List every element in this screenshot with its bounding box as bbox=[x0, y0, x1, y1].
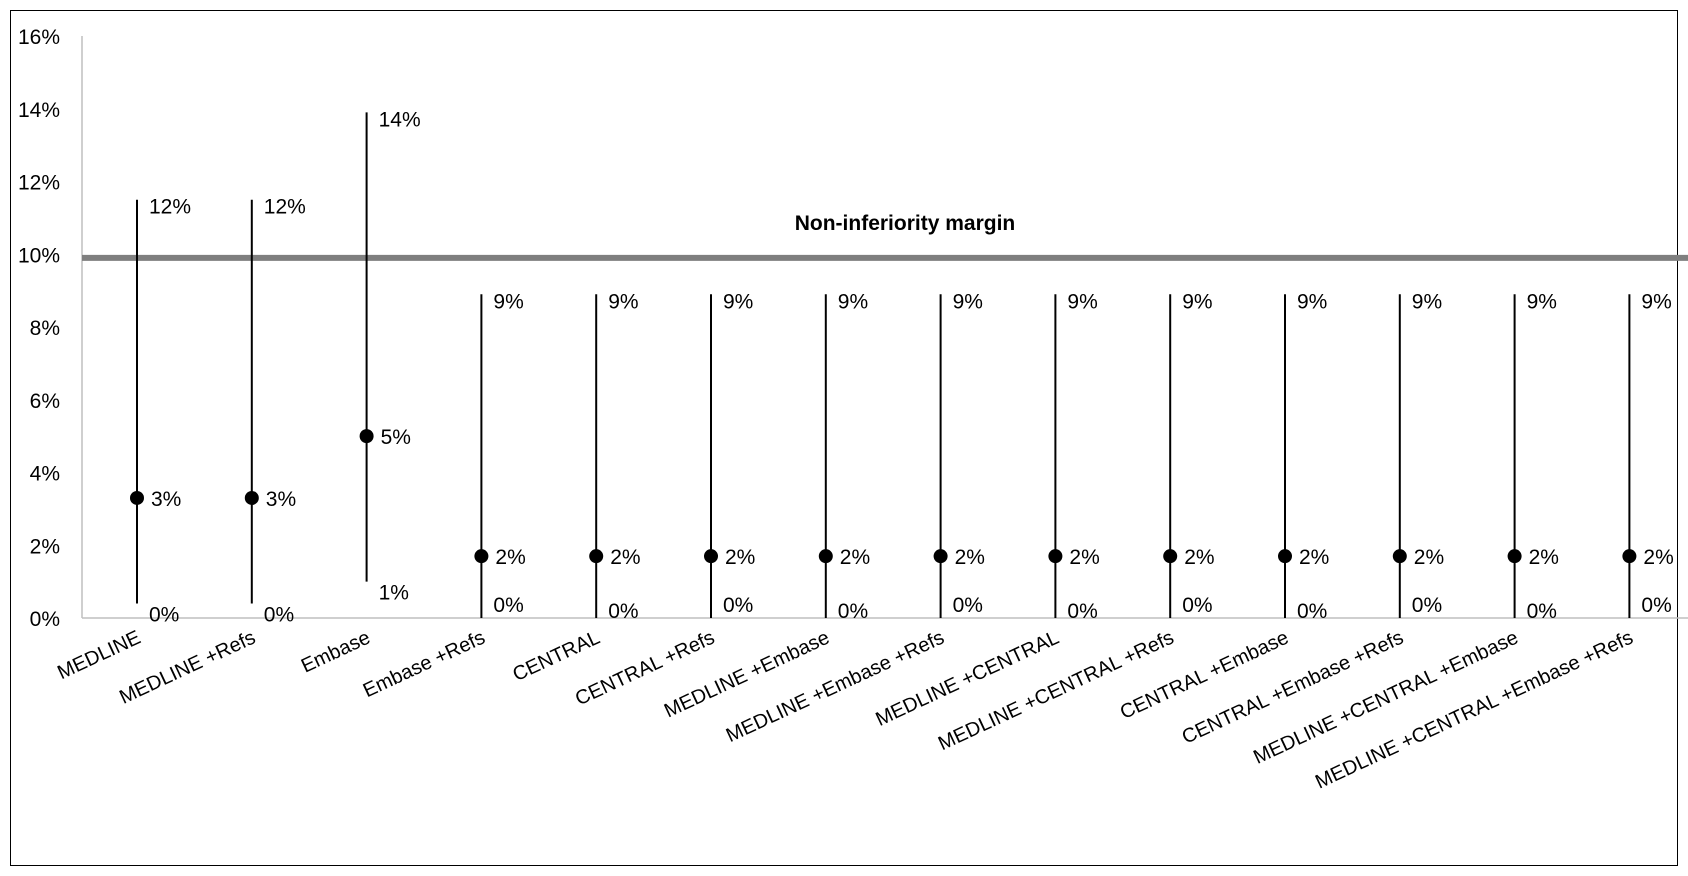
estimate-label: 3% bbox=[151, 488, 181, 511]
lower-label: 0% bbox=[953, 594, 983, 617]
lower-label: 0% bbox=[608, 600, 638, 623]
y-tick-label: 8% bbox=[30, 317, 60, 340]
y-tick-label: 10% bbox=[18, 244, 60, 267]
lower-label: 0% bbox=[1182, 594, 1212, 617]
y-tick-label: 6% bbox=[30, 390, 60, 413]
upper-label: 12% bbox=[149, 196, 191, 219]
estimate-point bbox=[589, 549, 604, 564]
estimate-point bbox=[1163, 549, 1178, 564]
estimate-point bbox=[818, 549, 833, 564]
estimate-label: 2% bbox=[1184, 546, 1214, 569]
upper-label: 9% bbox=[1067, 290, 1097, 313]
category-label: MEDLINE bbox=[54, 627, 144, 685]
upper-label: 9% bbox=[1412, 290, 1442, 313]
estimate-label: 2% bbox=[495, 546, 525, 569]
intervals: 12% 3% 0% 12% 3% 0% 14% 5% 1% 9% 2% 0% 9% 2% 0% 9% 2% 0% 9… bbox=[130, 108, 1674, 626]
lower-label: 0% bbox=[149, 603, 179, 626]
estimate-point bbox=[359, 429, 374, 444]
estimate-label: 3% bbox=[266, 488, 296, 511]
lower-label: 0% bbox=[723, 594, 753, 617]
category-label: MEDLINE +Embase +Refs bbox=[723, 627, 948, 747]
lower-label: 0% bbox=[264, 603, 294, 626]
lower-label: 0% bbox=[493, 594, 523, 617]
estimate-label: 2% bbox=[955, 546, 985, 569]
lower-label: 1% bbox=[379, 582, 409, 605]
reference-line-group: Non-inferiority margin bbox=[82, 212, 1688, 261]
estimate-point bbox=[1622, 549, 1637, 564]
estimate-label: 2% bbox=[1069, 546, 1099, 569]
y-tick-label: 2% bbox=[30, 535, 60, 558]
estimate-label: 5% bbox=[381, 426, 411, 449]
y-tick-label: 0% bbox=[30, 608, 60, 631]
estimate-label: 2% bbox=[610, 546, 640, 569]
estimate-label: 2% bbox=[1643, 546, 1673, 569]
estimate-point bbox=[474, 549, 489, 564]
estimate-point bbox=[130, 490, 144, 505]
category-label: Embase +Refs bbox=[360, 627, 489, 703]
estimate-label: 2% bbox=[725, 546, 755, 569]
upper-label: 9% bbox=[838, 290, 868, 313]
y-axis: 0% 2% 4% 6% 8% 10% 12% 14% 16% bbox=[18, 26, 83, 631]
estimate-point bbox=[1507, 549, 1522, 564]
upper-label: 12% bbox=[264, 196, 306, 219]
estimate-point bbox=[933, 549, 948, 564]
upper-label: 9% bbox=[493, 290, 523, 313]
upper-label: 9% bbox=[1641, 290, 1671, 313]
estimate-label: 2% bbox=[1529, 546, 1559, 569]
lower-label: 0% bbox=[1527, 600, 1557, 623]
estimate-point bbox=[1048, 549, 1063, 564]
category-label: CENTRAL bbox=[509, 627, 603, 686]
estimate-label: 2% bbox=[1414, 546, 1444, 569]
upper-label: 9% bbox=[723, 290, 753, 313]
upper-label: 9% bbox=[1182, 290, 1212, 313]
estimate-point bbox=[704, 549, 718, 564]
estimate-label: 2% bbox=[1299, 546, 1329, 569]
y-tick-label: 4% bbox=[30, 463, 60, 486]
upper-label: 9% bbox=[1527, 290, 1557, 313]
y-tick-label: 16% bbox=[18, 26, 60, 49]
upper-label: 9% bbox=[953, 290, 983, 313]
estimate-point bbox=[244, 490, 259, 505]
lower-label: 0% bbox=[1297, 600, 1327, 623]
estimate-label: 2% bbox=[840, 546, 870, 569]
lower-label: 0% bbox=[838, 600, 868, 623]
reference-line-label: Non-inferiority margin bbox=[795, 212, 1016, 235]
y-tick-label: 14% bbox=[18, 99, 60, 122]
lower-label: 0% bbox=[1067, 600, 1097, 623]
lower-label: 0% bbox=[1412, 594, 1442, 617]
estimate-point bbox=[1392, 549, 1407, 564]
estimate-point bbox=[1278, 549, 1292, 564]
upper-label: 9% bbox=[608, 290, 638, 313]
upper-label: 14% bbox=[379, 108, 421, 131]
category-label: Embase bbox=[298, 627, 374, 678]
y-tick-label: 12% bbox=[18, 172, 60, 195]
category-label: MEDLINE +CENTRAL bbox=[872, 627, 1062, 731]
lower-label: 0% bbox=[1641, 594, 1671, 617]
upper-label: 9% bbox=[1297, 290, 1327, 313]
